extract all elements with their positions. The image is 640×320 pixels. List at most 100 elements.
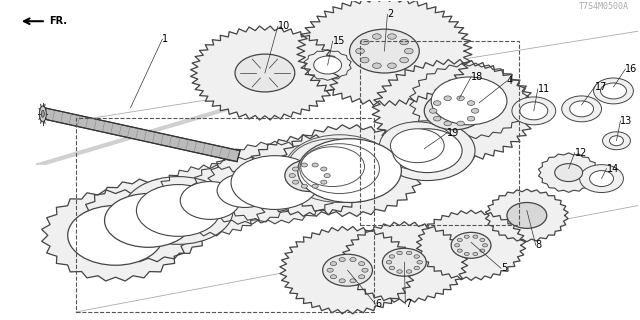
Ellipse shape [358,262,365,266]
Ellipse shape [458,249,462,252]
Ellipse shape [471,108,479,113]
Ellipse shape [292,167,299,171]
Text: 17: 17 [595,82,607,92]
Text: 8: 8 [536,240,542,250]
Ellipse shape [429,108,437,113]
Ellipse shape [350,258,356,261]
Ellipse shape [406,270,412,273]
Text: 15: 15 [333,36,345,46]
Ellipse shape [562,96,602,122]
Ellipse shape [417,260,422,264]
Ellipse shape [388,34,396,39]
Ellipse shape [400,39,408,45]
Polygon shape [372,60,536,162]
Ellipse shape [600,83,627,99]
Ellipse shape [404,48,413,54]
Polygon shape [304,50,351,80]
Ellipse shape [362,268,368,272]
Ellipse shape [444,96,451,100]
Ellipse shape [358,275,365,279]
Ellipse shape [360,39,369,45]
Ellipse shape [321,167,327,171]
Ellipse shape [39,106,46,122]
Ellipse shape [285,160,335,192]
Ellipse shape [330,275,337,279]
Ellipse shape [339,258,346,261]
Polygon shape [191,26,339,120]
Ellipse shape [300,144,380,194]
Ellipse shape [301,147,365,187]
Text: 10: 10 [278,21,290,31]
Ellipse shape [414,255,419,258]
Text: 6: 6 [376,299,381,309]
Text: 19: 19 [447,128,460,138]
Ellipse shape [593,78,634,104]
Ellipse shape [231,156,319,210]
Ellipse shape [314,56,342,74]
Text: 5: 5 [501,263,507,273]
Ellipse shape [324,173,330,178]
Ellipse shape [356,48,364,54]
Ellipse shape [390,129,444,163]
Text: 7: 7 [405,299,412,309]
Ellipse shape [457,121,465,126]
Bar [76,118,374,312]
Ellipse shape [580,164,623,193]
Ellipse shape [136,185,220,236]
Ellipse shape [285,135,394,203]
Ellipse shape [454,244,460,247]
Ellipse shape [339,279,346,283]
Ellipse shape [512,97,556,125]
Polygon shape [275,125,424,216]
Ellipse shape [292,180,299,184]
Ellipse shape [327,268,333,272]
Ellipse shape [301,163,307,167]
Ellipse shape [372,34,381,39]
Ellipse shape [389,266,395,270]
Ellipse shape [349,29,419,73]
Ellipse shape [457,96,465,100]
Ellipse shape [414,266,419,270]
Ellipse shape [389,255,395,258]
Ellipse shape [458,238,462,242]
Ellipse shape [602,132,630,150]
Polygon shape [417,210,525,280]
Text: 16: 16 [625,64,637,74]
Ellipse shape [388,63,396,68]
Text: 18: 18 [471,72,483,82]
Text: T7S4M0500A: T7S4M0500A [579,2,628,11]
Ellipse shape [288,139,378,195]
Polygon shape [486,189,568,242]
Ellipse shape [451,232,491,258]
Polygon shape [43,108,240,162]
Text: 4: 4 [507,76,513,86]
Ellipse shape [433,101,441,105]
Polygon shape [538,153,599,192]
Ellipse shape [124,177,233,244]
Ellipse shape [444,121,451,126]
Ellipse shape [330,262,337,266]
Polygon shape [81,179,216,262]
Text: 12: 12 [575,148,587,158]
Ellipse shape [555,164,582,181]
Polygon shape [297,0,472,106]
Ellipse shape [180,181,240,220]
Bar [360,41,519,225]
Ellipse shape [431,77,507,125]
Ellipse shape [609,136,623,146]
Ellipse shape [467,116,475,121]
Text: 11: 11 [538,84,550,94]
Ellipse shape [104,194,192,247]
Ellipse shape [406,251,412,255]
Ellipse shape [42,110,44,117]
Polygon shape [208,141,342,224]
Ellipse shape [217,173,273,207]
Ellipse shape [570,101,593,117]
Ellipse shape [289,173,296,178]
Ellipse shape [480,238,485,242]
Ellipse shape [424,92,484,130]
Polygon shape [280,227,415,314]
Ellipse shape [480,249,485,252]
Ellipse shape [483,244,488,247]
Ellipse shape [589,171,614,187]
